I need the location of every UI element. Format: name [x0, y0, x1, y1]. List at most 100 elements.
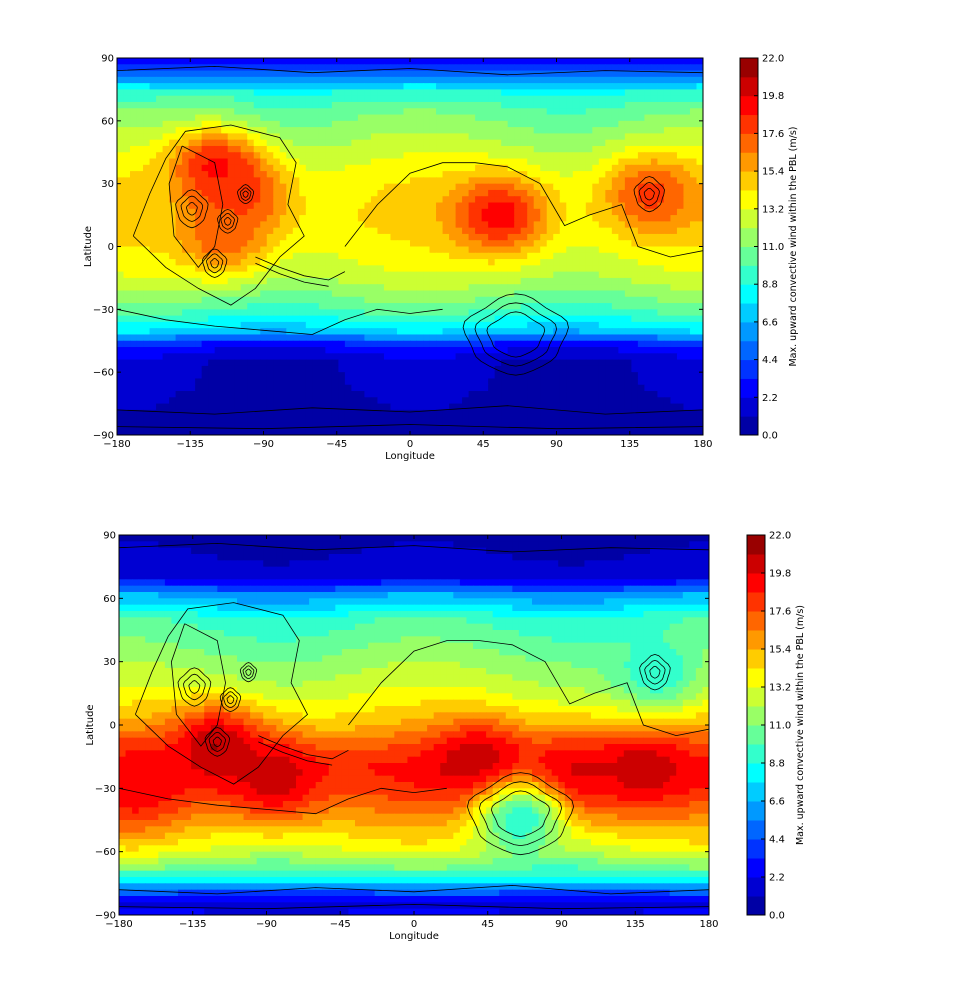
field-cell: [585, 64, 593, 72]
field-cell: [396, 359, 405, 367]
field-cell: [676, 384, 685, 392]
field-cell: [676, 108, 685, 116]
field-cell: [592, 240, 600, 248]
field-cell: [156, 353, 164, 361]
field-cell: [364, 353, 372, 361]
field-cell: [175, 259, 183, 266]
field-cell: [305, 372, 313, 380]
field-cell: [292, 334, 300, 342]
field-cell: [540, 259, 548, 266]
field-cell: [546, 265, 554, 273]
field-cell: [624, 315, 632, 323]
field-cell: [520, 196, 528, 204]
field-cell: [312, 252, 320, 260]
field-cell: [410, 321, 418, 329]
field-cell: [527, 208, 535, 216]
field-cell: [357, 359, 366, 367]
field-cell: [286, 240, 294, 248]
field-cell: [527, 108, 535, 116]
field-cell: [514, 221, 522, 229]
field-cell: [344, 145, 352, 153]
field-cell: [611, 76, 619, 84]
field-cell: [546, 340, 554, 348]
field-cell: [325, 120, 333, 128]
field-cell: [429, 64, 437, 72]
field-cell: [396, 365, 405, 373]
field-cell: [579, 397, 587, 405]
field-cell: [683, 133, 691, 141]
field-cell: [169, 227, 177, 235]
field-cell: [149, 391, 157, 398]
field-cell: [240, 76, 248, 84]
field-cell: [488, 177, 496, 185]
field-cell: [546, 252, 554, 260]
field-cell: [657, 58, 665, 65]
field-cell: [455, 101, 463, 109]
field-cell: [696, 89, 703, 97]
field-cell: [117, 378, 125, 386]
field-cell: [305, 309, 313, 317]
field-cell: [637, 259, 645, 266]
field-cell: [325, 252, 333, 260]
field-cell: [312, 340, 320, 348]
field-cell: [429, 76, 437, 84]
field-cell: [234, 120, 242, 128]
field-cell: [449, 171, 457, 178]
field-cell: [182, 240, 190, 248]
field-cell: [670, 321, 678, 329]
field-cell: [273, 340, 281, 348]
field-cell: [175, 221, 183, 229]
field-cell: [592, 133, 600, 141]
field-cell: [182, 403, 190, 411]
field-cell: [390, 152, 398, 160]
field-cell: [279, 246, 287, 254]
field-cell: [488, 265, 496, 273]
field-cell: [455, 246, 463, 254]
field-cell: [383, 303, 392, 310]
field-cell: [553, 265, 561, 273]
field-cell: [624, 95, 632, 103]
field-cell: [351, 359, 359, 367]
field-cell: [403, 83, 411, 91]
field-cell: [221, 89, 229, 97]
field-cell: [644, 252, 652, 260]
field-cell: [364, 152, 372, 160]
field-cell: [611, 83, 619, 91]
field-cell: [253, 397, 261, 405]
field-cell: [201, 127, 209, 134]
field-cell: [696, 227, 703, 235]
field-cell: [208, 114, 216, 122]
field-cell: [579, 378, 587, 386]
field-cell: [585, 334, 593, 342]
field-cell: [436, 145, 444, 153]
field-cell: [169, 365, 177, 373]
field-cell: [149, 233, 157, 241]
field-cell: [559, 340, 567, 348]
field-cell: [305, 127, 313, 134]
field-cell: [611, 202, 619, 210]
field-cell: [696, 365, 703, 373]
field-cell: [572, 340, 580, 348]
field-cell: [331, 353, 339, 361]
field-cell: [494, 365, 502, 373]
field-cell: [592, 221, 600, 229]
field-cell: [527, 397, 535, 405]
field-cell: [338, 208, 346, 216]
field-cell: [175, 284, 183, 292]
field-cell: [598, 340, 606, 348]
field-cell: [533, 127, 541, 134]
field-cell: [416, 120, 424, 128]
field-cell: [390, 328, 398, 336]
field-cell: [357, 353, 366, 361]
field-cell: [292, 215, 300, 222]
field-cell: [637, 152, 645, 160]
field-cell: [292, 133, 300, 141]
field-cell: [292, 315, 300, 323]
field-cell: [169, 309, 177, 317]
field-cell: [143, 334, 151, 342]
field-cell: [253, 309, 261, 317]
field-cell: [279, 227, 287, 235]
field-cell: [689, 259, 698, 266]
field-cell: [351, 183, 359, 191]
field-cell: [481, 64, 489, 72]
